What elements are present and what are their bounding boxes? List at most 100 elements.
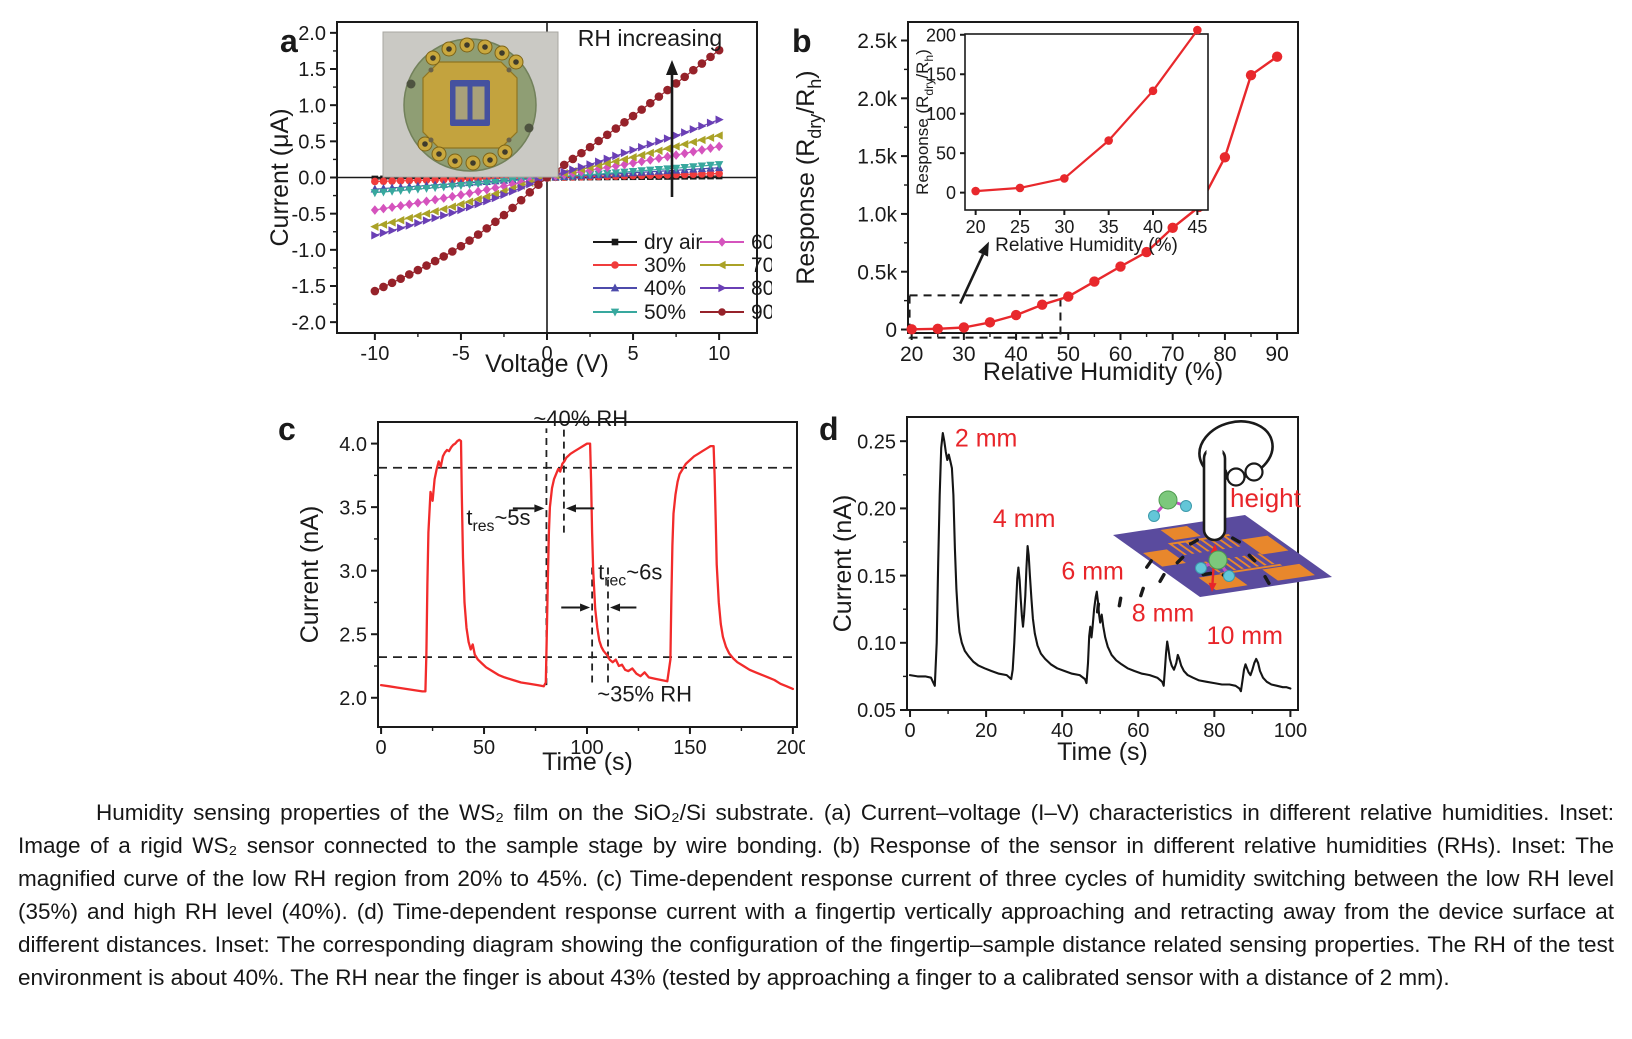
panel-d: 0 20 40 60 80 100 0.05 0.10 0.15 0.20 0.25 height 2 … — [805, 392, 1365, 792]
y-tick-label: 2.0 — [339, 688, 367, 710]
marker — [689, 146, 698, 157]
data-point — [1245, 69, 1257, 81]
marker — [654, 146, 663, 155]
timing-arrow-head — [565, 504, 576, 513]
wire-pad-hole — [502, 149, 508, 155]
wire-pad-hole — [452, 158, 458, 164]
x-tick-label: 0 — [541, 343, 552, 365]
inset-background — [965, 34, 1208, 210]
marker — [681, 128, 690, 137]
marker — [628, 111, 638, 121]
marker — [448, 182, 457, 191]
marker — [379, 177, 388, 186]
marker — [525, 188, 535, 197]
inset-y-axis-label: Response (Rdry/Rh) — [913, 49, 936, 195]
plate-dot — [506, 137, 512, 143]
x-tick-label: 80 — [1203, 720, 1225, 742]
rh-increasing-label: RH increasing — [578, 25, 722, 51]
marker — [672, 150, 681, 160]
marker — [610, 308, 620, 317]
data-point — [1089, 276, 1100, 287]
marker — [698, 121, 707, 131]
marker — [560, 167, 569, 177]
ide-finger — [1223, 535, 1241, 547]
marker — [499, 181, 508, 191]
marker — [414, 218, 423, 228]
y-tick-label: 2.0 — [298, 23, 326, 45]
x-tick-label: 80 — [1213, 343, 1236, 366]
marker — [464, 197, 474, 206]
marker — [422, 216, 432, 225]
y-tick-label: 1.5 — [298, 59, 326, 81]
x-axis-label: Relative Humidity (%) — [983, 358, 1223, 386]
marker — [482, 192, 491, 201]
timing-annotation: tres~5s — [466, 505, 530, 535]
marker — [602, 130, 612, 140]
y-tick-label: 1.0k — [857, 203, 897, 226]
panel-label-b: b — [792, 23, 812, 59]
marker — [619, 155, 629, 164]
marker — [559, 160, 569, 170]
marker — [371, 177, 379, 186]
marker — [397, 223, 406, 233]
vapor-dash — [1247, 553, 1257, 563]
marker — [628, 167, 638, 176]
finger-palm-join — [1206, 444, 1223, 486]
molecule-oxygen — [1158, 490, 1178, 510]
marker — [482, 184, 491, 195]
electrode-pad — [1262, 563, 1315, 581]
ide-finger — [1192, 540, 1210, 552]
ide-finger — [1169, 544, 1187, 556]
wire-pad-hole — [464, 42, 470, 48]
marker — [396, 216, 405, 225]
zoom-region-box — [908, 294, 1062, 339]
marker — [629, 158, 638, 168]
board-hole — [524, 123, 534, 133]
marker — [585, 142, 595, 152]
cycling-curve — [379, 438, 795, 693]
y-axis-label: Response (Rdry/Rh) — [792, 70, 825, 284]
x-tick-label: 40 — [1004, 343, 1027, 366]
marker — [490, 189, 499, 199]
marker — [671, 79, 681, 88]
legend-label: 60% — [751, 231, 772, 254]
data-point — [1115, 261, 1126, 272]
marker — [379, 188, 388, 197]
marker — [508, 203, 517, 213]
vapor-dash — [1263, 574, 1271, 586]
marker — [431, 213, 440, 223]
wire-pad-hole — [487, 157, 493, 163]
data-point — [1063, 291, 1074, 302]
x-tick-label: -5 — [452, 343, 470, 365]
marker — [456, 190, 465, 200]
marker — [718, 283, 727, 293]
timing-annotation: trec~6s — [598, 560, 662, 590]
wire-pad-hole — [513, 59, 519, 65]
x-tick-label: 30 — [1054, 217, 1074, 237]
y-tick-label: 150 — [926, 65, 956, 85]
marker — [637, 156, 646, 167]
marker — [456, 182, 466, 190]
marker — [663, 134, 673, 143]
marker — [620, 168, 629, 177]
marker — [387, 218, 396, 227]
marker — [715, 141, 724, 152]
marker — [611, 157, 620, 166]
marker — [404, 213, 413, 223]
fingertip-diagram-inset: height — [1095, 420, 1332, 614]
marker — [482, 224, 492, 233]
marker — [646, 166, 655, 175]
marker — [637, 105, 646, 114]
figure-canvas: -10 -5 0 5 10 -2.0 -1.5 -1.0 -0.5 0.0 0.5 1.0 1.5 2.0… — [266, 21, 1365, 792]
marker — [577, 162, 587, 172]
marker — [715, 115, 724, 124]
marker — [654, 166, 664, 174]
marker — [370, 189, 380, 198]
timing-arrow-head — [580, 603, 591, 612]
marker — [637, 167, 646, 176]
vapor-dash — [1117, 596, 1123, 608]
marker — [430, 184, 440, 193]
plate-dot — [506, 67, 512, 73]
x-axis-label: Time (s) — [542, 748, 633, 776]
y-tick-label: -2.0 — [292, 312, 326, 334]
